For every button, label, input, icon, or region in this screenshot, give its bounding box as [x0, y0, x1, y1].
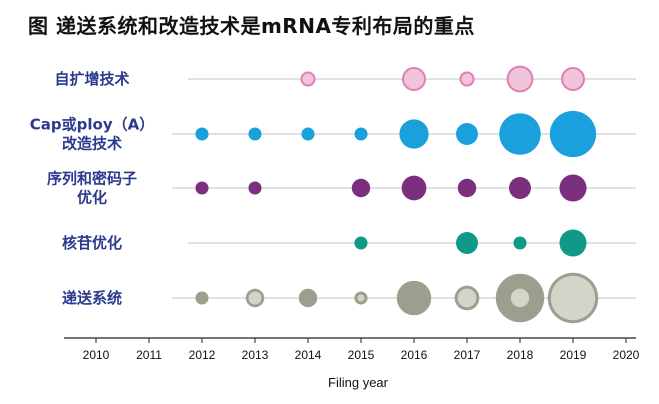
x-tick-label: 2019 [560, 348, 587, 362]
x-tick-label: 2020 [613, 348, 640, 362]
category-row: Cap或ploy（A）改造技术 [30, 110, 636, 158]
bubble [401, 175, 427, 201]
category-row: 递送系统 [62, 272, 636, 324]
category-label: Cap或ploy（A） [30, 116, 154, 134]
category-label: 优化 [77, 189, 107, 207]
bubble [559, 229, 587, 257]
bubble [561, 67, 585, 91]
x-tick-label: 2011 [136, 348, 162, 362]
category-label: 递送系统 [62, 289, 122, 307]
bubble [195, 127, 209, 141]
x-tick-label: 2010 [83, 348, 110, 362]
bubble [248, 181, 262, 195]
bubble [354, 127, 368, 141]
x-tick-label: 2013 [242, 348, 269, 362]
x-tick-label: 2016 [401, 348, 428, 362]
bubble [506, 65, 534, 93]
bubble [399, 119, 429, 149]
bubble [396, 280, 432, 316]
x-tick-label: 2012 [189, 348, 216, 362]
bubble [298, 288, 318, 308]
x-axis-title: Filing year [328, 375, 389, 390]
bubble [457, 178, 477, 198]
x-tick-label: 2015 [348, 348, 375, 362]
bubble-inner [550, 275, 596, 321]
bubble [499, 113, 541, 155]
category-label: 核苷优化 [62, 234, 122, 252]
bubble [456, 123, 478, 145]
bubble [509, 177, 531, 199]
bubble [456, 232, 478, 254]
bubble-inner [510, 288, 530, 308]
category-label: 序列和密码子 [47, 170, 137, 188]
bubble [459, 71, 475, 87]
category-row: 自扩增技术 [54, 65, 636, 93]
category-label: 自扩增技术 [54, 70, 129, 88]
bubble [195, 181, 209, 195]
bubble [402, 67, 426, 91]
x-tick-label: 2014 [295, 348, 322, 362]
bubble-inner [457, 288, 477, 308]
bubble [549, 110, 597, 158]
category-row: 核苷优化 [62, 229, 636, 257]
category-label: 改造技术 [62, 135, 122, 153]
bubble [195, 291, 209, 305]
bubble [559, 174, 587, 202]
bubble [301, 127, 315, 141]
bubble [354, 236, 368, 250]
bubble-inner [357, 294, 365, 302]
chart-title: 图 递送系统和改造技术是mRNA专利布局的重点 [28, 14, 475, 38]
x-tick-label: 2018 [507, 348, 534, 362]
bubble [351, 178, 371, 198]
bubble-inner [248, 291, 262, 305]
bubble [248, 127, 262, 141]
bubble [300, 71, 316, 87]
bubble [513, 236, 527, 250]
x-tick-label: 2017 [454, 348, 481, 362]
